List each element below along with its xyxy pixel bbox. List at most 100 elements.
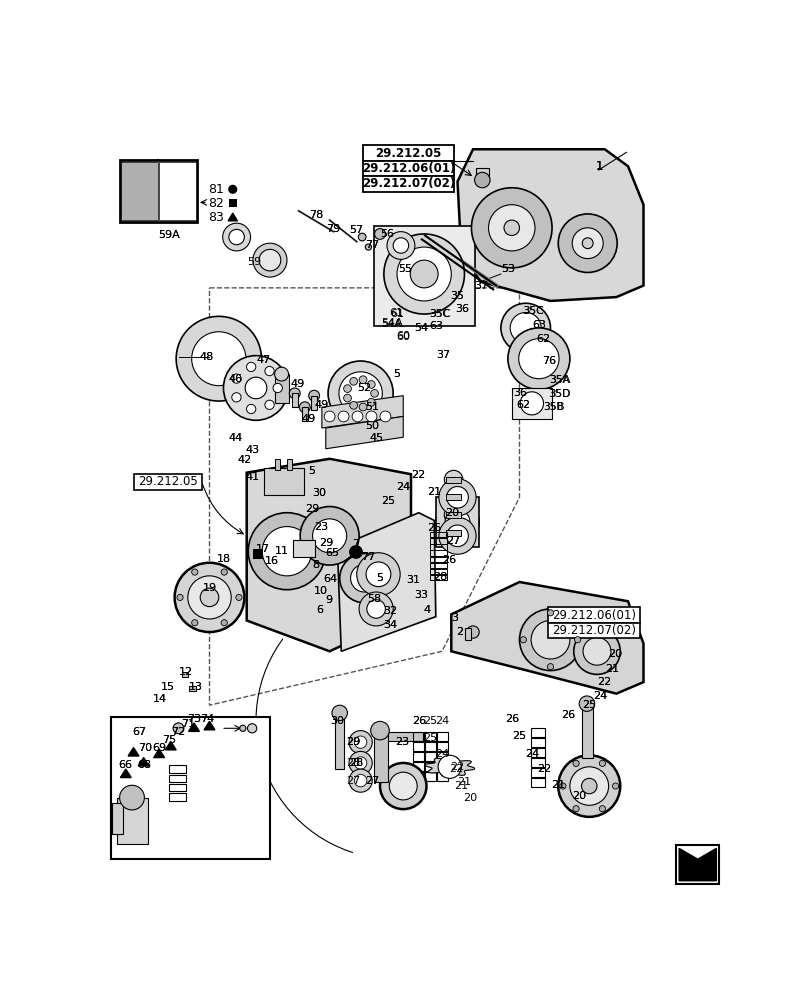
Text: 23: 23: [314, 522, 328, 532]
Text: 2: 2: [457, 627, 463, 637]
Circle shape: [223, 223, 250, 251]
Text: 24: 24: [396, 482, 410, 492]
Bar: [548, 607, 640, 623]
Text: 55: 55: [398, 264, 413, 274]
Text: 24: 24: [435, 749, 449, 759]
Circle shape: [355, 757, 367, 769]
Text: 72: 72: [171, 727, 186, 737]
Bar: [413, 762, 425, 771]
Circle shape: [175, 563, 244, 632]
Text: 60: 60: [396, 332, 410, 342]
Text: 54: 54: [414, 323, 428, 333]
Circle shape: [436, 500, 479, 544]
Circle shape: [573, 806, 579, 812]
Text: 57: 57: [349, 225, 363, 235]
Text: 35D: 35D: [549, 389, 571, 399]
Circle shape: [366, 411, 377, 422]
Text: 16: 16: [264, 556, 279, 566]
Polygon shape: [128, 748, 139, 756]
Text: 13: 13: [188, 682, 203, 692]
Circle shape: [221, 620, 227, 626]
Polygon shape: [120, 769, 131, 778]
Text: 35C: 35C: [523, 306, 544, 316]
Bar: [424, 772, 436, 781]
Text: 29.212.07(02): 29.212.07(02): [362, 177, 455, 190]
Circle shape: [191, 332, 246, 386]
Text: 27: 27: [365, 776, 380, 786]
Text: 24: 24: [593, 691, 608, 701]
Text: 53: 53: [502, 264, 516, 274]
Circle shape: [560, 783, 566, 789]
Text: 77: 77: [361, 552, 376, 562]
Polygon shape: [457, 149, 643, 301]
Text: 5: 5: [309, 466, 315, 476]
Text: 49: 49: [290, 379, 304, 389]
Text: 35A: 35A: [549, 375, 570, 385]
Bar: [582, 705, 593, 758]
Text: 44: 44: [229, 433, 243, 443]
Text: 42: 42: [238, 455, 251, 465]
Bar: [189, 686, 196, 691]
Text: 7: 7: [351, 539, 359, 549]
Bar: [413, 752, 425, 761]
Text: 35C: 35C: [429, 309, 450, 319]
Text: 79: 79: [326, 224, 341, 234]
Text: 49: 49: [301, 414, 316, 424]
Text: 9: 9: [326, 595, 332, 605]
Bar: [446, 494, 461, 500]
Text: 69: 69: [152, 743, 166, 753]
Circle shape: [558, 755, 621, 817]
Text: 66: 66: [118, 760, 132, 770]
Bar: [287, 459, 292, 470]
Polygon shape: [338, 513, 436, 651]
Text: 29.212.07(02): 29.212.07(02): [552, 624, 636, 637]
Text: 53: 53: [502, 264, 516, 274]
Text: 34: 34: [383, 620, 398, 630]
Circle shape: [612, 783, 619, 789]
Text: 62: 62: [516, 400, 530, 410]
Circle shape: [371, 389, 378, 397]
Text: 25: 25: [423, 716, 437, 726]
Text: 59: 59: [247, 257, 262, 267]
Circle shape: [355, 774, 367, 787]
Circle shape: [504, 220, 520, 235]
Circle shape: [367, 600, 385, 618]
Text: 28: 28: [433, 572, 448, 582]
Text: 29: 29: [305, 504, 319, 514]
Text: 41: 41: [246, 472, 260, 482]
Text: 5: 5: [376, 573, 383, 583]
Text: 19: 19: [203, 583, 217, 593]
Text: 28: 28: [433, 572, 448, 582]
Text: 26: 26: [427, 523, 441, 533]
Polygon shape: [322, 396, 403, 428]
Circle shape: [474, 172, 490, 188]
Circle shape: [447, 525, 469, 547]
Text: 15: 15: [161, 682, 175, 692]
Text: 29: 29: [346, 737, 360, 747]
Bar: [424, 762, 436, 771]
Text: 43: 43: [246, 445, 260, 455]
Circle shape: [489, 205, 535, 251]
Bar: [229, 199, 237, 207]
Text: 29.212.05: 29.212.05: [376, 147, 442, 160]
Circle shape: [221, 569, 227, 575]
Text: 28: 28: [346, 758, 360, 768]
Text: 25: 25: [381, 496, 395, 506]
Text: 22: 22: [537, 764, 551, 774]
Text: 21: 21: [604, 664, 619, 674]
Text: 83: 83: [208, 211, 224, 224]
Circle shape: [350, 546, 362, 558]
Text: 26: 26: [442, 555, 456, 565]
Text: 51: 51: [365, 402, 379, 412]
Text: 19: 19: [203, 583, 217, 593]
Bar: [116, 798, 148, 844]
Polygon shape: [228, 213, 238, 221]
Bar: [182, 672, 187, 677]
Circle shape: [444, 523, 463, 542]
Text: 12: 12: [179, 667, 193, 677]
Text: 29: 29: [346, 737, 360, 747]
Text: 14: 14: [153, 694, 167, 704]
Circle shape: [358, 233, 366, 241]
Circle shape: [349, 751, 372, 775]
Circle shape: [350, 377, 357, 385]
